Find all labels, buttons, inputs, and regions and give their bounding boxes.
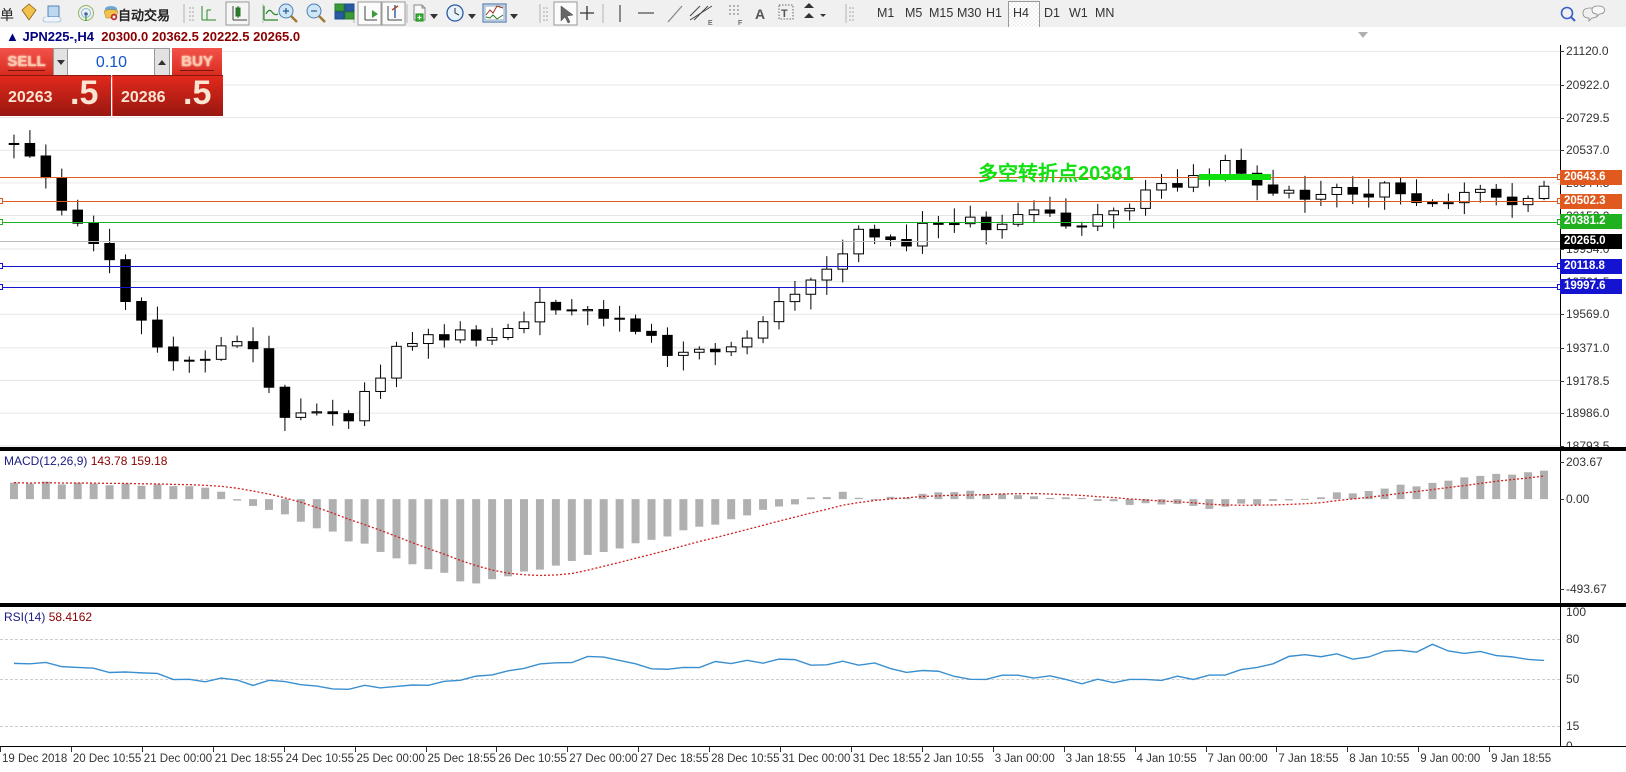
- svg-text:A: A: [755, 6, 765, 22]
- svg-text:F: F: [738, 20, 742, 27]
- svg-text:T: T: [781, 8, 788, 20]
- svg-text:E: E: [708, 20, 713, 27]
